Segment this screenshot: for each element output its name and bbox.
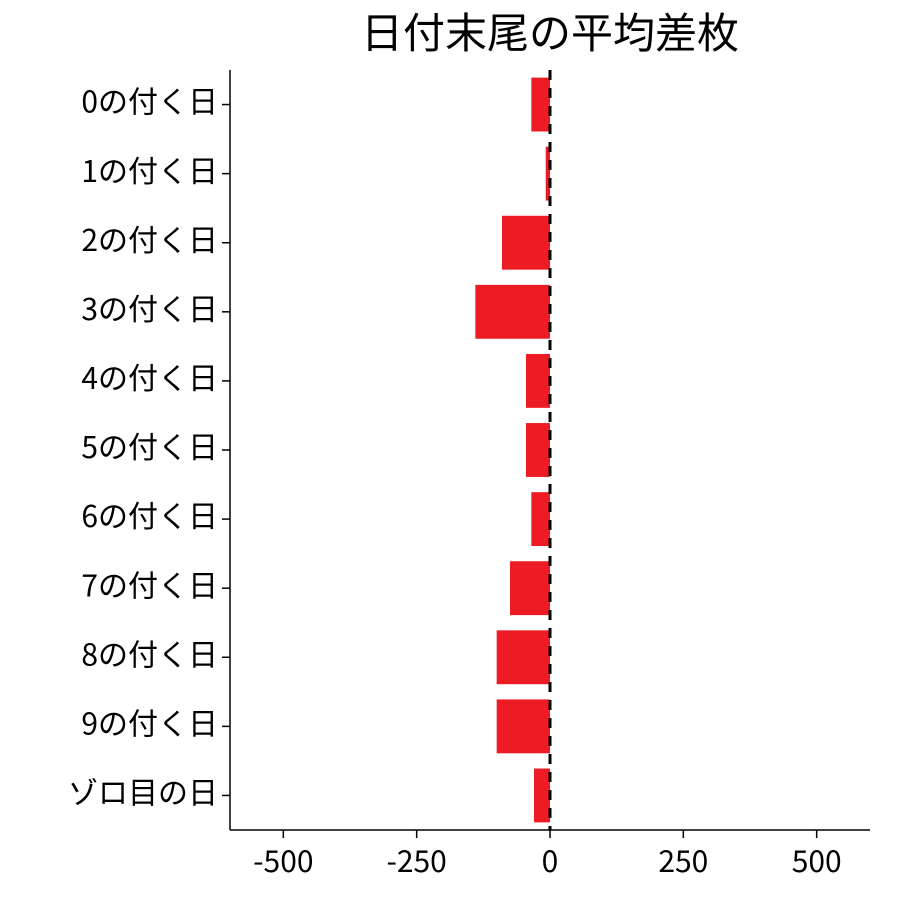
x-tick-label: 0 <box>542 837 559 881</box>
bar <box>546 147 550 201</box>
x-tick-label: -500 <box>253 837 313 881</box>
bar <box>531 492 550 546</box>
bar <box>526 423 550 477</box>
y-tick-label: 1の付く日 <box>81 147 218 191</box>
y-tick-label: 4の付く日 <box>81 354 218 398</box>
y-tick-label: ゾロ目の日 <box>68 769 218 813</box>
y-tick-label: 7の付く日 <box>81 561 218 605</box>
bar <box>502 216 550 270</box>
bar <box>510 561 550 615</box>
y-tick-label: 5の付く日 <box>81 423 218 467</box>
y-tick-label: 9の付く日 <box>81 700 218 744</box>
x-tick-label: 250 <box>658 837 708 881</box>
x-tick-label: 500 <box>792 837 842 881</box>
bar <box>497 699 550 753</box>
bar <box>531 78 550 132</box>
bar <box>497 630 550 684</box>
x-tick-label: -250 <box>386 837 446 881</box>
chart-container: 日付末尾の平均差枚 0の付く日 1の付く日 2の付く日 3の付く日 4の付く日 5の付く日 6… <box>0 0 900 900</box>
y-tick-label: 3の付く日 <box>81 285 218 329</box>
bar-chart: 日付末尾の平均差枚 0の付く日 1の付く日 2の付く日 3の付く日 4の付く日 5の付く日 6… <box>0 0 900 900</box>
y-tick-label: 0の付く日 <box>81 78 218 122</box>
bar <box>534 769 550 823</box>
chart-title: 日付末尾の平均差枚 <box>361 0 739 61</box>
bar <box>526 354 550 408</box>
bar <box>475 285 550 339</box>
y-tick-label: 6の付く日 <box>81 492 218 536</box>
y-tick-label: 2の付く日 <box>81 216 218 260</box>
y-tick-label: 8の付く日 <box>81 630 218 674</box>
